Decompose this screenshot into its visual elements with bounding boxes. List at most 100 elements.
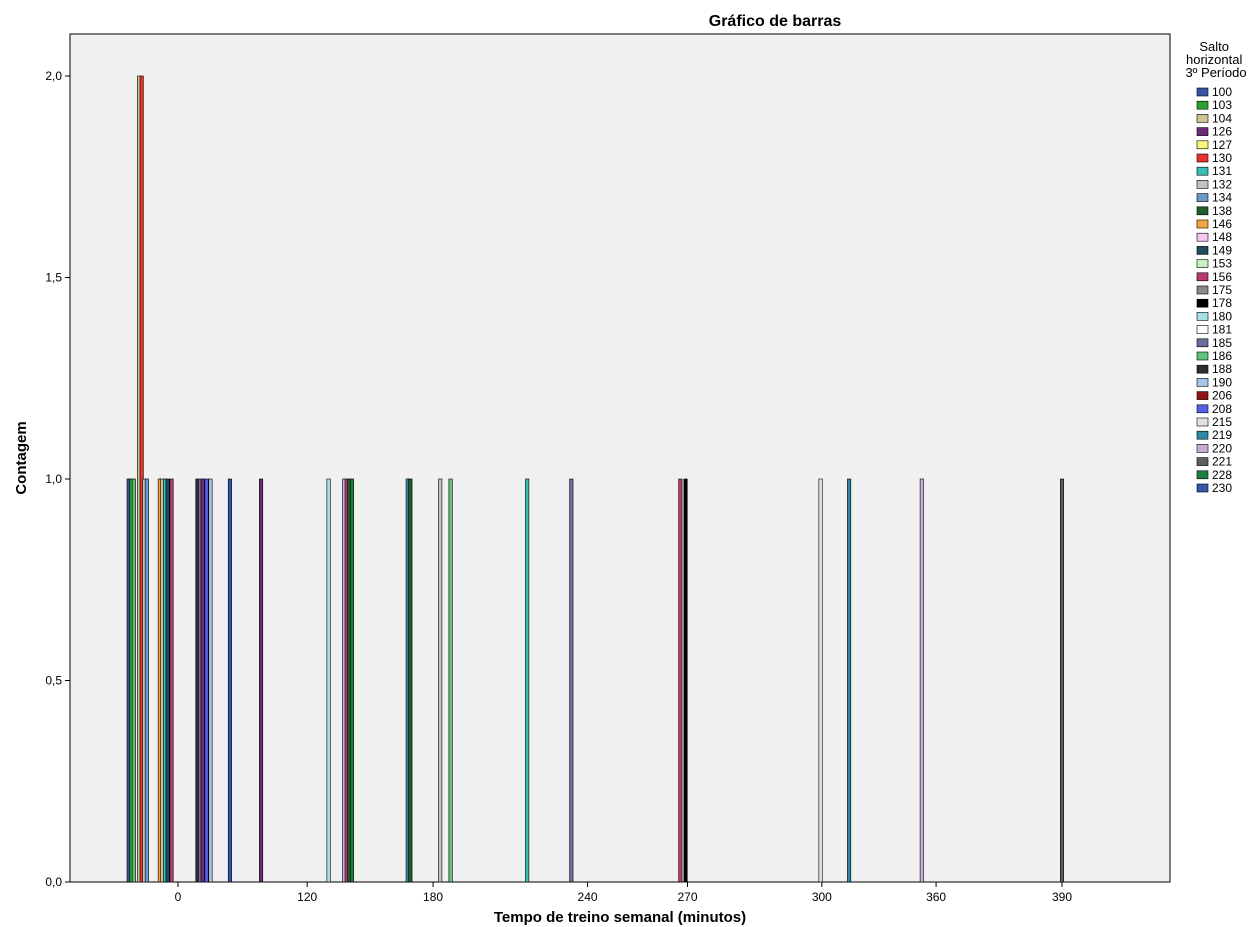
legend-label: 131	[1212, 164, 1232, 178]
legend-label: 175	[1212, 283, 1232, 297]
bar	[326, 478, 331, 883]
x-tick-label: 180	[423, 890, 443, 904]
bar	[1060, 478, 1065, 883]
bar	[200, 478, 205, 883]
legend-swatch	[1196, 325, 1209, 334]
legend-swatch	[1196, 166, 1209, 176]
legend-label: 100	[1212, 85, 1232, 99]
legend-title: Salto horizontal 3º Período	[1185, 39, 1246, 80]
bar	[525, 478, 530, 883]
legend-label: 126	[1212, 125, 1232, 139]
x-tick-label: 270	[677, 890, 697, 904]
legend-label: 104	[1212, 111, 1232, 125]
bar	[847, 478, 852, 883]
legend-label: 148	[1212, 230, 1232, 244]
legend-swatch	[1196, 470, 1209, 480]
legend-swatch	[1196, 206, 1209, 216]
x-tick-label: 120	[297, 890, 317, 904]
legend-label: 149	[1212, 243, 1232, 257]
bar	[259, 478, 264, 883]
legend-label: 221	[1212, 455, 1232, 469]
bar	[569, 478, 574, 883]
chart-title: Gráfico de barras	[709, 13, 842, 30]
bars-layer	[126, 75, 1065, 883]
legend-items: 1001031041261271301311321341381461481491…	[1196, 85, 1232, 495]
legend-swatch	[1196, 259, 1209, 268]
legend-label: 206	[1212, 389, 1232, 403]
legend-label: 146	[1212, 217, 1232, 231]
bar	[131, 478, 136, 883]
legend-swatch	[1196, 391, 1209, 400]
legend-label: 178	[1212, 296, 1232, 310]
x-tick-label: 390	[1052, 890, 1072, 904]
legend-label: 215	[1212, 415, 1232, 429]
legend-swatch	[1196, 338, 1209, 348]
legend-label: 188	[1212, 362, 1232, 376]
legend-label: 185	[1212, 336, 1232, 350]
legend-label: 181	[1212, 323, 1232, 337]
legend-swatch	[1196, 127, 1209, 136]
legend-swatch	[1196, 483, 1209, 493]
legend-label: 230	[1212, 481, 1232, 495]
plot-area	[69, 33, 1171, 883]
legend-swatch	[1196, 351, 1209, 361]
legend-swatch	[1196, 87, 1209, 97]
x-axis-ticks: 0 120 180 240 270 300 360 390	[175, 882, 1072, 904]
bar	[683, 478, 688, 883]
bar	[919, 478, 924, 883]
y-axis-label: Contagem	[13, 421, 30, 494]
legend-swatch	[1196, 180, 1209, 189]
legend-swatch	[1196, 193, 1209, 202]
bar	[349, 478, 354, 883]
y-tick-label: 0,5	[45, 674, 62, 688]
x-tick-label: 240	[578, 890, 598, 904]
bar	[165, 478, 170, 883]
x-tick-label: 0	[175, 890, 182, 904]
bar	[448, 478, 453, 883]
legend-title-line: horizontal	[1186, 52, 1242, 67]
legend-swatch	[1196, 298, 1209, 308]
legend-swatch	[1196, 153, 1209, 163]
y-tick-label: 1,5	[45, 271, 62, 285]
bar	[438, 478, 443, 883]
legend-swatch	[1196, 232, 1209, 242]
legend-label: 153	[1212, 257, 1232, 271]
bar	[144, 478, 149, 883]
legend-swatch	[1196, 417, 1209, 427]
legend-label: 190	[1212, 375, 1232, 389]
legend-swatch	[1196, 114, 1209, 123]
x-tick-label: 360	[926, 890, 946, 904]
legend-label: 219	[1212, 428, 1232, 442]
legend-label: 220	[1212, 441, 1232, 455]
legend-swatch	[1196, 430, 1209, 440]
bar	[204, 478, 209, 883]
legend-swatch	[1196, 219, 1209, 229]
bar	[169, 478, 174, 883]
y-tick-label: 0,0	[45, 875, 62, 889]
x-tick-label: 300	[812, 890, 832, 904]
y-tick-label: 1,0	[45, 472, 62, 486]
bar	[678, 478, 683, 883]
legend-label: 208	[1212, 402, 1232, 416]
legend-swatch	[1196, 404, 1209, 414]
legend-label: 156	[1212, 270, 1232, 284]
legend-swatch	[1196, 272, 1209, 282]
bar	[227, 478, 232, 883]
legend-label: 138	[1212, 204, 1232, 218]
legend-swatch	[1196, 457, 1209, 466]
legend: Salto horizontal 3º Período 100103104126…	[1185, 39, 1246, 495]
legend-label: 132	[1212, 177, 1232, 191]
legend-label: 130	[1212, 151, 1232, 165]
legend-label: 180	[1212, 309, 1232, 323]
bar	[408, 478, 413, 883]
legend-label: 103	[1212, 98, 1232, 112]
legend-swatch	[1196, 378, 1209, 387]
x-axis-label: Tempo de treino semanal (minutos)	[494, 909, 746, 926]
legend-swatch	[1196, 140, 1209, 150]
bar	[818, 478, 823, 883]
y-tick-label: 2,0	[45, 69, 62, 83]
legend-swatch	[1196, 312, 1209, 321]
legend-label: 228	[1212, 468, 1232, 482]
legend-swatch	[1196, 246, 1209, 255]
